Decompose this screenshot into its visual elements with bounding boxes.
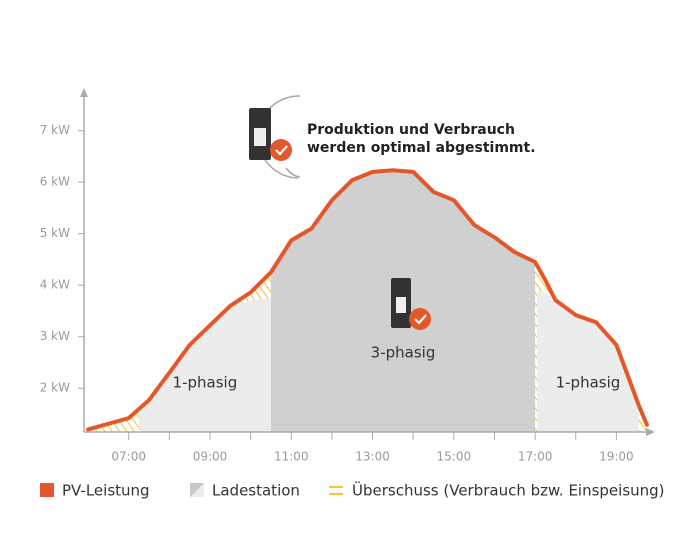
legend-swatch <box>190 483 204 497</box>
pv-line <box>86 168 649 432</box>
y-tick-label: 4 kW <box>40 278 70 292</box>
x-tick-label: 11:00 <box>274 450 309 464</box>
x-tick-label: 17:00 <box>518 450 553 464</box>
region-label: 1-phasig <box>173 374 238 392</box>
y-axis-arrow <box>80 88 88 97</box>
y-tick-label: 2 kW <box>40 381 70 395</box>
legend-label: PV-Leistung <box>62 482 150 500</box>
x-tick-label: 13:00 <box>355 450 390 464</box>
legend-label: Ladestation <box>212 482 300 500</box>
legend: PV-Leistung Ladestation Überschuss (Verb… <box>40 481 665 500</box>
y-tick-label: 3 kW <box>40 329 70 343</box>
region-label: 3-phasig <box>371 344 436 362</box>
ladestation-area <box>537 290 639 432</box>
annotation: werden optimal abgestimmt. <box>307 140 536 156</box>
x-tick-label: 09:00 <box>193 450 228 464</box>
y-tick-label: 6 kW <box>40 175 70 189</box>
y-tick-label: 5 kW <box>40 226 70 240</box>
legend-label: Überschuss (Verbrauch bzw. Einspeisung) <box>352 481 665 500</box>
x-tick-label: 15:00 <box>437 450 472 464</box>
charger-icon <box>391 278 431 330</box>
ladestation-area <box>138 298 271 432</box>
annotation: Produktion und Verbrauch <box>307 122 515 138</box>
x-tick-label: 19:00 <box>599 450 634 464</box>
callout-icon <box>249 95 301 179</box>
x-tick-label: 07:00 <box>111 450 146 464</box>
x-axis-arrow <box>646 428 655 436</box>
y-tick-label: 7 kW <box>40 123 70 137</box>
legend-swatch <box>40 483 54 497</box>
legend-swatch <box>329 486 343 495</box>
region-label: 1-phasig <box>556 374 621 392</box>
